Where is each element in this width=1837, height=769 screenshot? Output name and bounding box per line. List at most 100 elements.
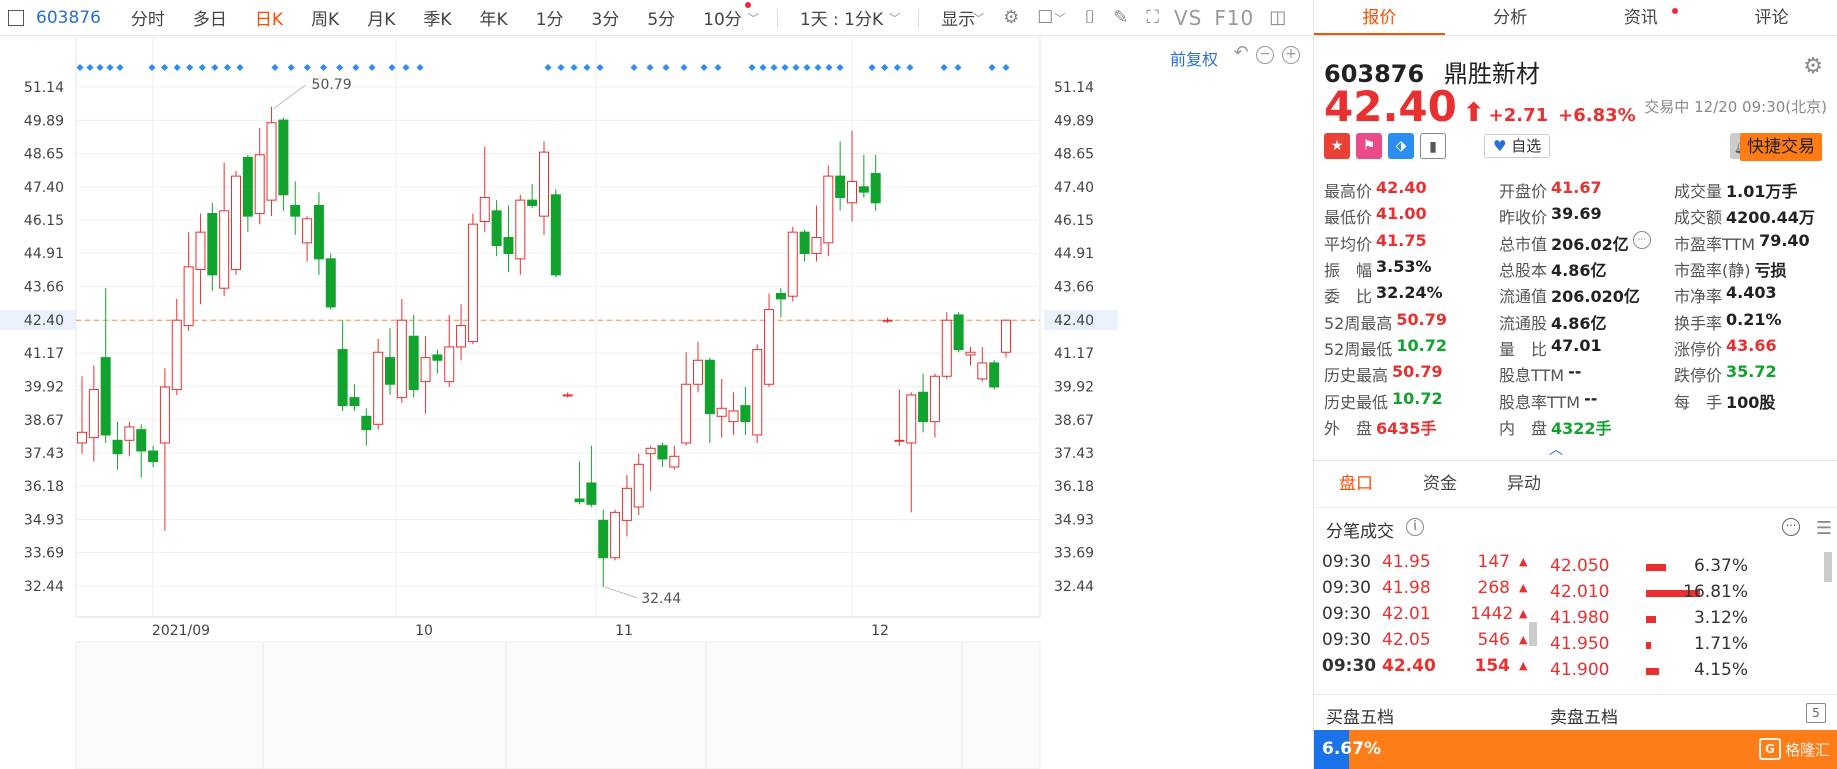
event-marker[interactable] <box>881 63 889 72</box>
f10-button[interactable]: F10 <box>1214 5 1255 30</box>
chevron-down-icon[interactable]: ﹀ <box>889 11 901 25</box>
tab-comments[interactable]: 评论 <box>1754 8 1789 28</box>
chevron-down-icon[interactable]: ﹀ <box>747 11 759 25</box>
candle-body[interactable] <box>77 431 87 444</box>
candle-body[interactable] <box>870 172 881 204</box>
kline-chart[interactable]: 51.14 51.14 49.89 49.89 48.65 48.65 47.40 47.40… <box>0 36 1312 769</box>
event-marker[interactable] <box>161 63 169 72</box>
event-marker[interactable] <box>173 63 181 72</box>
event-marker[interactable] <box>557 63 565 72</box>
candle-body[interactable] <box>242 156 253 217</box>
chevron-up-icon[interactable]: ︿ <box>1549 442 1563 458</box>
candle-body[interactable] <box>918 391 929 423</box>
tab-analysis[interactable]: 分析 <box>1493 8 1528 28</box>
chevron-down-icon[interactable]: ﹀ <box>973 11 985 25</box>
candle-body[interactable] <box>254 154 265 214</box>
candle-body[interactable] <box>183 266 194 327</box>
candle-body[interactable] <box>467 223 478 343</box>
event-marker[interactable] <box>748 63 756 72</box>
event-marker[interactable] <box>236 63 244 72</box>
candle-body[interactable] <box>88 389 99 439</box>
candle-body[interactable] <box>302 218 313 244</box>
candle-body[interactable] <box>515 199 526 260</box>
candle-body[interactable] <box>965 351 976 356</box>
event-marker[interactable] <box>303 63 311 72</box>
event-marker[interactable] <box>680 63 688 72</box>
candle-body[interactable] <box>858 186 869 193</box>
candle-body[interactable] <box>539 151 549 217</box>
add-watchlist-button[interactable]: ♥ 自选 <box>1484 134 1551 158</box>
gear-icon[interactable]: ⚙ <box>1803 54 1823 79</box>
event-marker[interactable] <box>954 63 962 72</box>
kline-chart-area[interactable]: 51.14 51.14 49.89 49.89 48.65 48.65 47.40 47.40… <box>0 36 1312 769</box>
candle-body[interactable] <box>456 325 467 348</box>
candle-body[interactable] <box>136 429 147 452</box>
candle-body[interactable] <box>361 415 372 431</box>
tab-news[interactable]: 资讯 <box>1576 0 1707 35</box>
candle-body[interactable] <box>811 237 822 255</box>
event-marker[interactable] <box>814 63 822 72</box>
subtab-movement[interactable]: 异动 <box>1507 474 1541 494</box>
candle-body[interactable] <box>681 383 692 444</box>
event-marker[interactable] <box>368 63 376 72</box>
candle-body[interactable] <box>231 175 241 271</box>
candle-body[interactable] <box>313 204 324 260</box>
panel-toggle-icon[interactable]: ◫ <box>1269 7 1287 28</box>
candle-body[interactable] <box>740 405 751 423</box>
candle-body[interactable] <box>704 359 715 415</box>
event-marker[interactable] <box>96 63 104 72</box>
candle-body[interactable] <box>574 498 585 503</box>
scrollbar[interactable] <box>1824 552 1832 582</box>
candle-body[interactable] <box>432 354 443 361</box>
candle-body[interactable] <box>941 319 952 377</box>
bookmark-icon[interactable]: ▮ <box>1420 133 1446 159</box>
candle-body[interactable] <box>621 487 632 521</box>
candle-body[interactable] <box>266 122 277 201</box>
tag-icon[interactable]: ⬗ <box>1388 133 1414 159</box>
period-tab[interactable]: 10分 <box>703 10 742 30</box>
candle-body[interactable] <box>953 314 964 351</box>
event-marker[interactable] <box>287 63 295 72</box>
candle-body[interactable] <box>929 375 940 423</box>
event-marker[interactable] <box>319 63 328 72</box>
event-marker[interactable] <box>596 63 604 72</box>
vs-button[interactable]: VS <box>1173 5 1203 30</box>
candle-body[interactable] <box>787 231 798 297</box>
period-tab[interactable]: 年K <box>479 10 508 30</box>
event-marker[interactable] <box>86 63 94 72</box>
candle-body[interactable] <box>550 194 561 276</box>
tab-quote[interactable]: 报价 <box>1314 0 1445 35</box>
candle-body[interactable] <box>669 455 680 468</box>
period-tab[interactable]: 1分 <box>535 10 564 30</box>
zoom-out-icon[interactable]: − <box>1256 46 1274 64</box>
event-marker[interactable] <box>106 63 114 72</box>
event-marker[interactable] <box>211 63 219 72</box>
candle-body[interactable] <box>444 346 455 383</box>
period-tab[interactable]: 多日 <box>192 10 227 30</box>
candle-body[interactable] <box>503 237 514 255</box>
candle-body[interactable] <box>148 450 159 463</box>
event-marker[interactable] <box>116 63 124 72</box>
event-marker[interactable] <box>630 63 638 72</box>
candle-body[interactable] <box>349 397 360 407</box>
checkbox-icon[interactable]: ☐ <box>1037 7 1054 28</box>
candle-body[interactable] <box>325 258 336 308</box>
event-marker[interactable] <box>544 63 552 72</box>
event-marker[interactable] <box>714 63 722 72</box>
five-level-icon[interactable]: 5 <box>1806 703 1826 723</box>
event-marker[interactable] <box>336 63 344 72</box>
event-marker[interactable] <box>186 63 194 72</box>
period-tab[interactable]: 5分 <box>647 10 676 30</box>
camera-icon[interactable]: ⌷ <box>1084 7 1096 28</box>
candle-body[interactable] <box>290 204 301 217</box>
event-marker[interactable] <box>76 63 84 72</box>
china-flag-icon[interactable]: ★ <box>1324 133 1350 159</box>
event-marker[interactable] <box>1002 63 1010 72</box>
candle-body[interactable] <box>989 362 1000 388</box>
event-marker[interactable] <box>893 63 901 72</box>
candle-body[interactable] <box>847 180 857 204</box>
interval-select[interactable]: 1天 : 1分K <box>799 10 884 30</box>
candle-body[interactable] <box>491 210 502 247</box>
candle-body[interactable] <box>479 196 490 222</box>
more-icon[interactable]: ··· <box>1632 230 1651 249</box>
